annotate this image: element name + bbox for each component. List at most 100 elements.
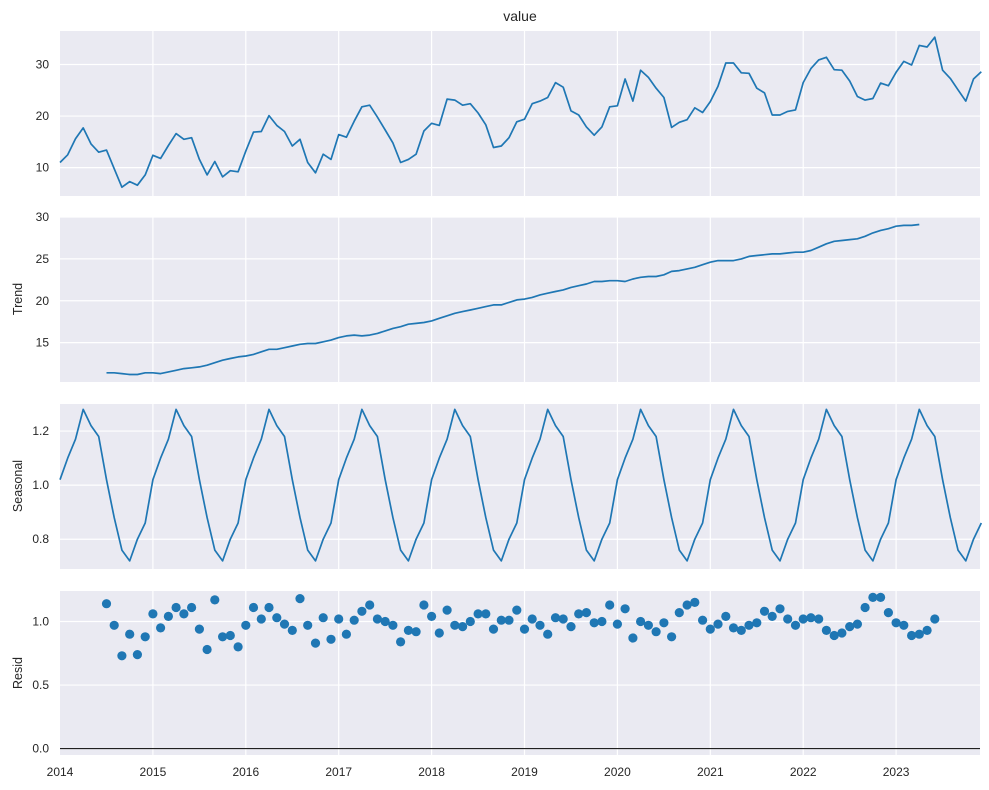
resid-point — [790, 620, 801, 630]
resid-point — [125, 629, 135, 639]
resid-point — [310, 638, 321, 648]
resid-point — [156, 623, 166, 633]
resid-point — [744, 620, 754, 630]
y-tick-label: 15 — [36, 336, 50, 350]
resid-point — [140, 632, 150, 642]
resid-point — [458, 622, 468, 632]
y-tick-label: 20 — [36, 109, 50, 123]
resid-point — [674, 608, 684, 618]
resid-point — [775, 604, 785, 614]
y-tick-label: 10 — [36, 161, 50, 175]
resid-point — [837, 628, 847, 638]
resid-point — [907, 630, 917, 641]
y-tick-label: 30 — [36, 210, 50, 224]
y-tick-label: 1.0 — [32, 615, 49, 629]
resid-point — [287, 625, 297, 636]
resid-point — [728, 623, 739, 633]
trend-ylabel: Trend — [11, 283, 25, 315]
resid-point — [899, 620, 909, 630]
resid-point — [566, 622, 576, 632]
resid-point — [643, 620, 654, 630]
x-tick-label: 2018 — [418, 765, 445, 779]
value-panel-title: value — [503, 8, 537, 24]
resid-point — [589, 618, 599, 628]
y-tick-label: 0.0 — [32, 742, 49, 756]
resid-point — [659, 618, 669, 628]
x-tick-label: 2021 — [697, 765, 724, 779]
resid-point — [852, 619, 863, 629]
resid-point — [620, 604, 630, 614]
resid-point — [117, 651, 127, 661]
resid-point — [450, 620, 460, 630]
resid-point — [860, 602, 870, 613]
resid-point — [101, 599, 112, 609]
resid-point — [519, 624, 530, 634]
resid-point — [326, 634, 336, 644]
resid-point — [612, 619, 623, 629]
resid-point — [798, 614, 808, 624]
plot-background — [60, 31, 980, 196]
resid-point — [434, 628, 444, 638]
series-line — [59, 408, 983, 562]
resid-point — [488, 624, 499, 634]
resid-point — [876, 592, 886, 603]
x-axis-tick-labels: 2014 2015 2016 2017 2018 2019 2020 2021 2022 2023 — [47, 765, 910, 779]
plot-background — [60, 591, 980, 755]
resid-point — [721, 611, 731, 622]
resid-point — [535, 620, 545, 630]
y-tick-label: 1.0 — [32, 478, 49, 492]
resid-point — [868, 592, 878, 603]
resid-point — [550, 613, 561, 623]
resid-point — [767, 611, 777, 622]
resid-point — [349, 615, 359, 625]
resid-point — [334, 614, 344, 624]
resid-point — [713, 619, 723, 629]
resid-point — [558, 614, 568, 624]
resid-point — [218, 632, 228, 642]
resid-point — [543, 629, 553, 639]
resid-point — [187, 602, 197, 613]
resid-point — [241, 620, 251, 630]
resid-point — [318, 613, 328, 623]
resid-point — [419, 600, 429, 610]
resid-point — [465, 616, 475, 627]
resid-point — [752, 618, 762, 628]
resid-point — [922, 625, 932, 636]
resid-point — [845, 622, 855, 632]
resid-point — [667, 632, 677, 642]
resid-point — [272, 613, 282, 623]
seasonal-panel: 0.8 1.0 1.2 — [32, 404, 983, 569]
resid-point — [396, 637, 406, 647]
resid-point — [264, 602, 274, 613]
resid-point — [581, 608, 592, 618]
resid-point — [380, 616, 390, 627]
resid-point — [783, 614, 793, 624]
resid-point — [481, 609, 491, 619]
y-tick-label: 20 — [36, 294, 50, 308]
resid-point — [698, 615, 708, 625]
resid-point — [372, 614, 382, 624]
resid-point — [210, 595, 220, 605]
resid-point — [597, 616, 607, 627]
resid-point — [814, 614, 824, 624]
resid-point — [473, 609, 483, 619]
resid-panel: 0.0 0.5 1.0 — [32, 591, 980, 756]
resid-point — [736, 625, 746, 636]
resid-point — [759, 606, 770, 616]
resid-point — [148, 609, 158, 619]
resid-point — [256, 614, 266, 624]
resid-point — [357, 606, 367, 616]
resid-point — [248, 602, 259, 613]
resid-point — [132, 650, 142, 660]
x-tick-label: 2023 — [883, 765, 910, 779]
resid-point — [388, 620, 398, 630]
plot-background — [60, 404, 980, 569]
resid-point — [504, 615, 514, 625]
resid-point — [233, 642, 243, 652]
resid-point — [427, 611, 437, 622]
trend-panel: 15 20 25 30 — [36, 210, 980, 382]
y-tick-label: 1.2 — [32, 424, 49, 438]
resid-point — [109, 620, 119, 630]
x-tick-label: 2019 — [511, 765, 538, 779]
resid-point — [628, 633, 638, 643]
